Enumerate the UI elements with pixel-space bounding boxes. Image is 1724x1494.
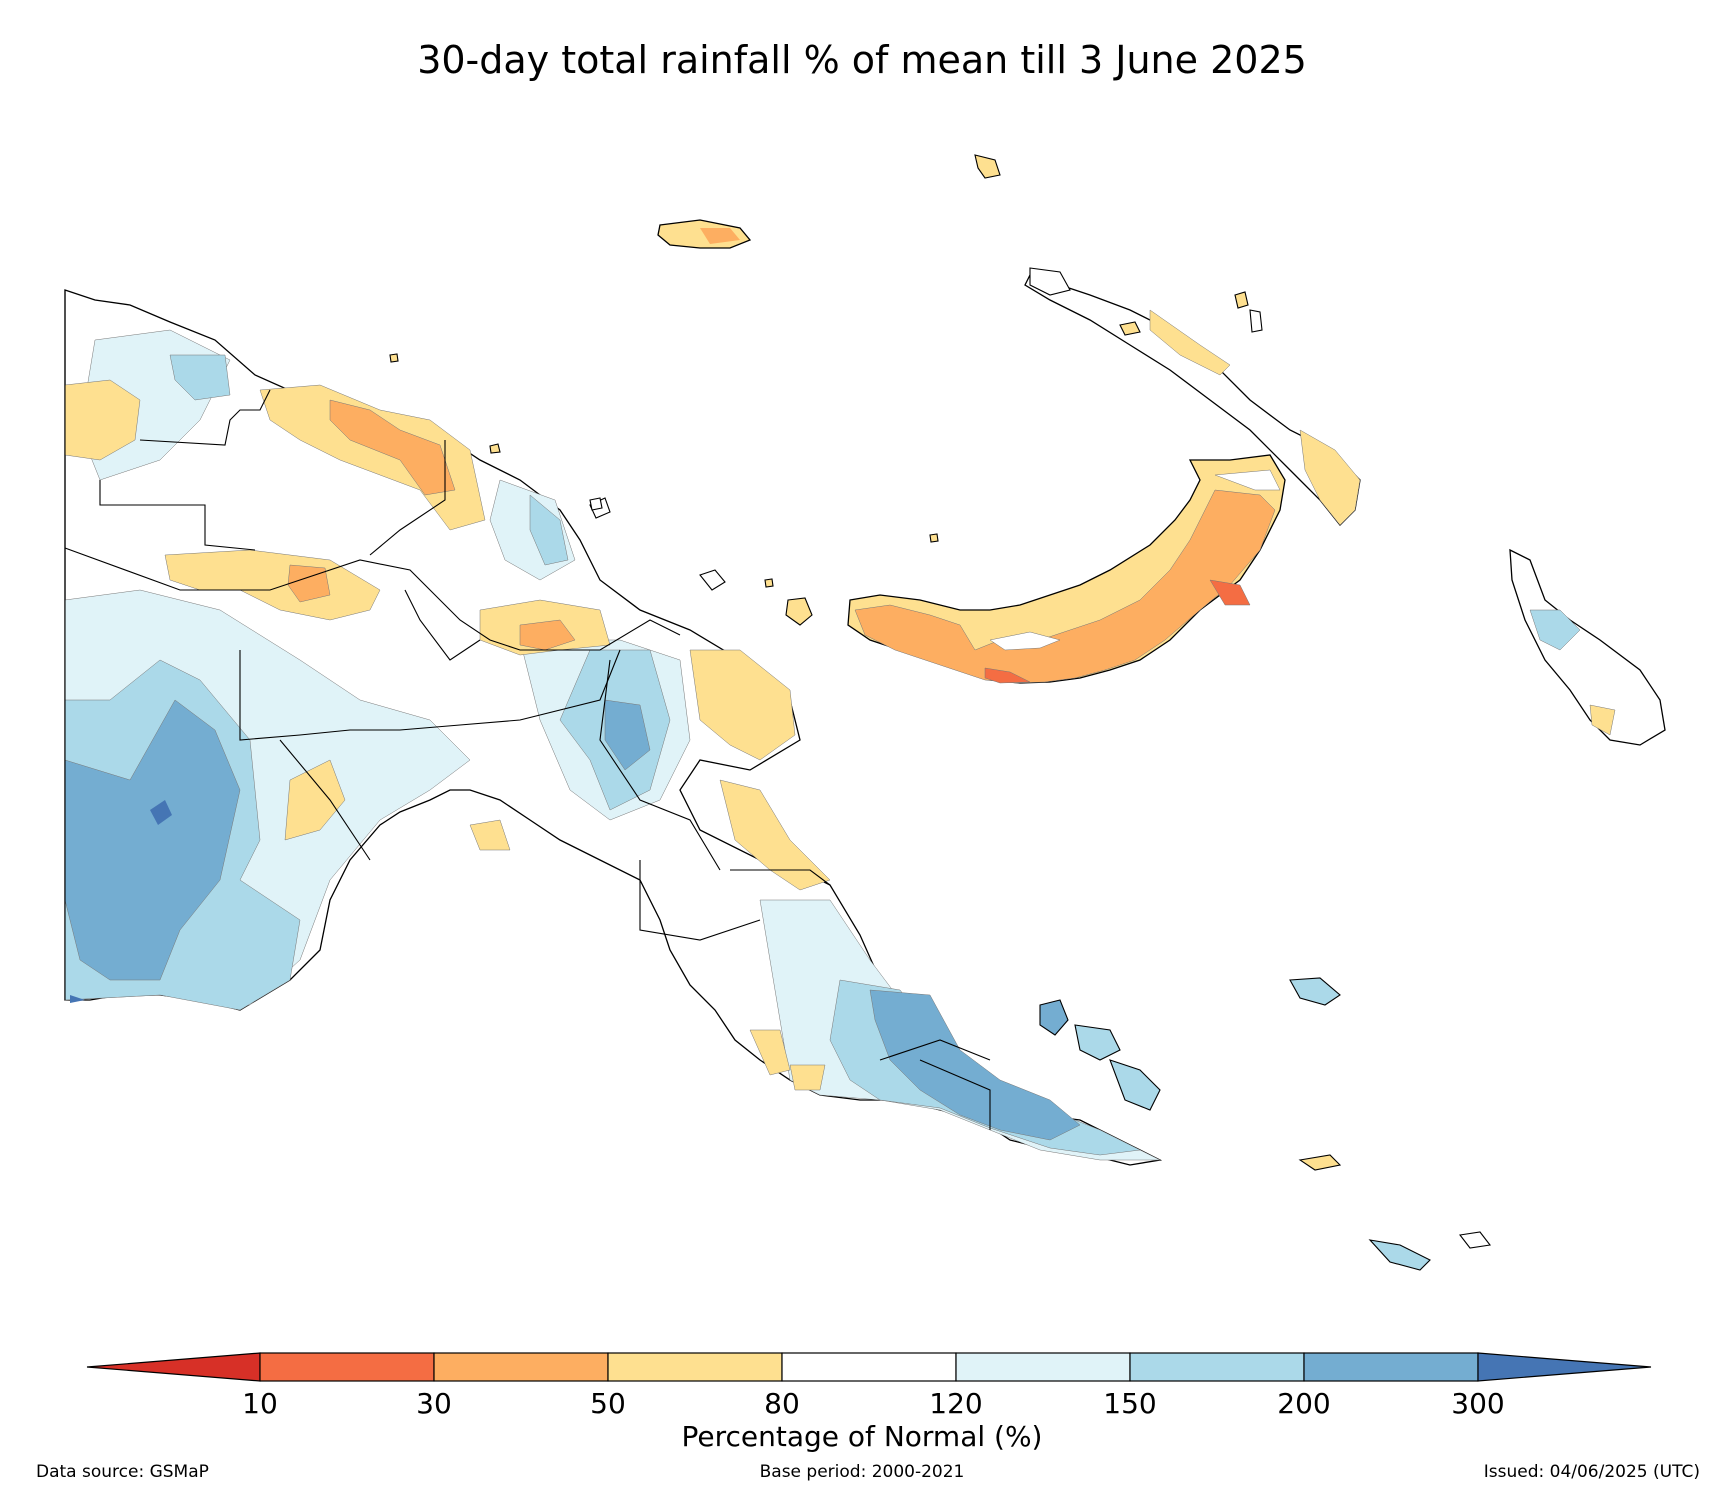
mussau-island xyxy=(974,154,1001,179)
colorbar-bin-120-150 xyxy=(955,1352,1131,1382)
north-islet-3 xyxy=(589,497,603,511)
area-200-300-southeast xyxy=(869,989,1081,1141)
long-island xyxy=(699,569,726,591)
new-hanover-island xyxy=(1029,267,1071,296)
tabar-island xyxy=(1249,309,1263,333)
colorbar-tick-120: 120 xyxy=(929,1387,983,1420)
area-200-300-west xyxy=(64,699,241,981)
area-50-80-gulf xyxy=(284,759,511,851)
province-boundaries xyxy=(64,290,991,1130)
colorbar-tick-80: 80 xyxy=(764,1387,800,1420)
karkar-island xyxy=(785,597,813,626)
woodlark-island xyxy=(1298,1154,1342,1171)
manus-30-50 xyxy=(700,228,740,244)
new-britain-30-50 xyxy=(854,489,1276,684)
new-ireland-outline xyxy=(1024,274,1361,526)
small-islands xyxy=(389,154,1492,1271)
colorbar-bin-150-200 xyxy=(1129,1352,1305,1382)
new-ireland-50-80 xyxy=(1149,309,1361,526)
colorbar-bin-200-300 xyxy=(1303,1352,1479,1382)
area-gt300-west xyxy=(70,800,172,1003)
area-200-300-central xyxy=(604,699,651,771)
colorbar-title: Percentage of Normal (%) xyxy=(681,1420,1043,1453)
emirau-island xyxy=(1119,321,1141,336)
colorbar-tick-10: 10 xyxy=(242,1387,278,1420)
area-30-50-madang xyxy=(519,619,576,651)
bougainville-50-80 xyxy=(1589,704,1616,736)
area-150-200-north xyxy=(169,354,231,401)
area-50-80-southcoast xyxy=(749,1029,826,1091)
colorbar-bin-lt10 xyxy=(86,1352,261,1382)
new-britain-80-120-gap xyxy=(989,469,1281,651)
colorbar-bin-80-120 xyxy=(781,1352,957,1382)
colorbar xyxy=(86,1352,1652,1382)
colorbar-tick-150: 150 xyxy=(1103,1387,1157,1420)
data-source-note: Data source: GSMaP xyxy=(36,1462,209,1482)
goodenough-island xyxy=(1039,999,1069,1036)
sudest-island xyxy=(1458,1231,1492,1249)
colorbar-bin-30-50 xyxy=(433,1352,609,1382)
rossel-island xyxy=(1368,1239,1431,1271)
colorbar-bin-50-80 xyxy=(607,1352,783,1382)
trobriand-islands xyxy=(1289,977,1341,1006)
normanby-island xyxy=(1109,1059,1161,1111)
colorbar-tick-300: 300 xyxy=(1451,1387,1505,1420)
mainland xyxy=(64,289,1163,1166)
area-50-80-lae-coast xyxy=(719,779,831,891)
north-islet-5 xyxy=(929,533,939,543)
north-islet-1 xyxy=(389,353,399,363)
colorbar-tick-50: 50 xyxy=(590,1387,626,1420)
area-50-80-morobe xyxy=(689,649,796,761)
new-britain-10-30 xyxy=(984,579,1251,684)
colorbar-tick-30: 30 xyxy=(416,1387,452,1420)
new-britain xyxy=(847,454,1286,684)
bougainville-island xyxy=(1509,548,1666,746)
area-30-50-north-ridge xyxy=(329,399,456,496)
area-150-200-north-coast xyxy=(529,494,569,566)
lihir-island xyxy=(1234,291,1249,309)
fergusson-island xyxy=(1074,1024,1121,1061)
north-islet-4 xyxy=(764,578,774,588)
new-ireland xyxy=(1024,274,1361,526)
area-50-80-highlands-band xyxy=(164,549,381,621)
issued-note: Issued: 04/06/2025 (UTC) xyxy=(1483,1462,1700,1482)
colorbar-bin-gt300 xyxy=(1477,1352,1652,1382)
area-30-50-highlands-band xyxy=(287,564,331,603)
base-period-note: Base period: 2000-2021 xyxy=(759,1462,965,1482)
map-title: 30-day total rainfall % of mean till 3 J… xyxy=(417,38,1307,82)
bougainville-120-150 xyxy=(1529,609,1581,651)
colorbar-bin-10-30 xyxy=(259,1352,435,1382)
colorbar-tick-200: 200 xyxy=(1277,1387,1331,1420)
north-islet-2 xyxy=(489,443,501,454)
